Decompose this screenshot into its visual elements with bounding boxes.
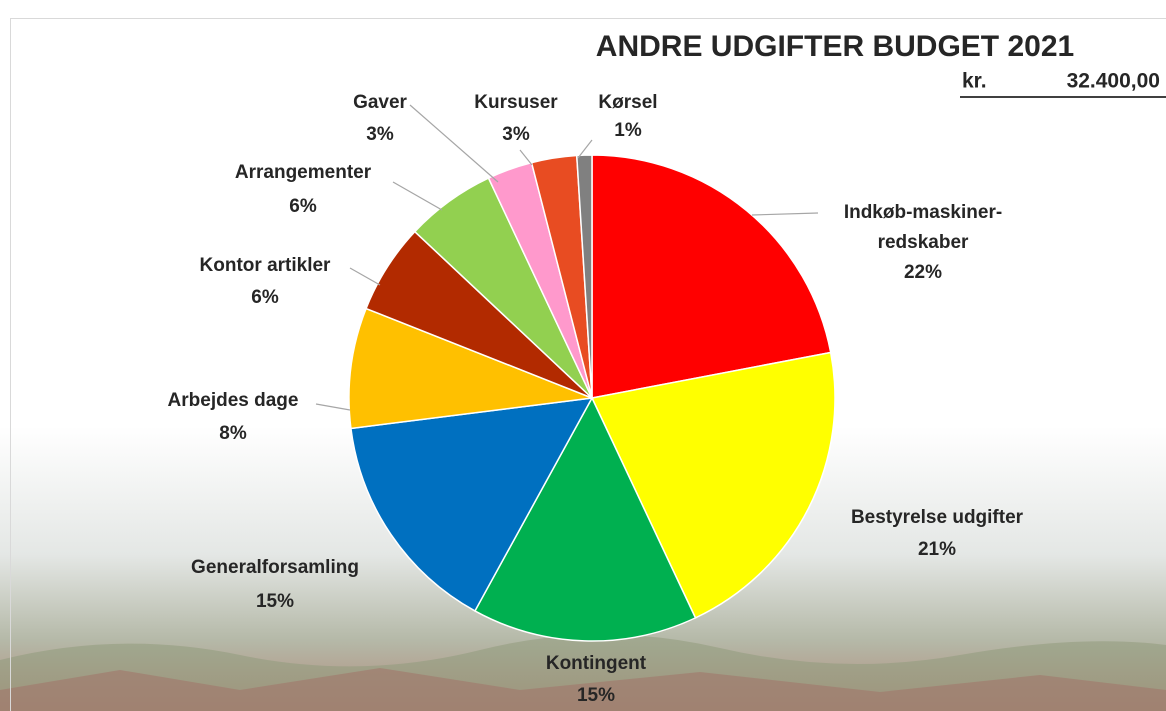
value-label: 21%: [918, 539, 956, 560]
pie-slice: [350, 397, 594, 612]
value-label: 6%: [251, 287, 279, 308]
leader-line: [392, 181, 443, 211]
category-label-line: redskaber: [878, 232, 969, 253]
total-amount: 32.400,00: [1067, 70, 1160, 93]
chart-border: [10, 18, 1166, 711]
category-label: Arbejdes dage: [168, 390, 299, 411]
value-label: 15%: [256, 591, 294, 612]
category-label: Kontor artikler: [200, 255, 332, 276]
category-label: Bestyrelse udgifter: [851, 507, 1024, 528]
leader-line: [577, 139, 593, 159]
value-label: 15%: [577, 685, 615, 706]
pie-slice: [591, 154, 832, 399]
leader-line: [409, 104, 499, 183]
currency: kr.: [962, 70, 987, 93]
value-label: 3%: [502, 124, 530, 145]
category-label: Arrangementer: [235, 162, 372, 183]
category-label: Kørsel: [598, 92, 657, 113]
value-label: 8%: [219, 423, 247, 444]
chart-title: ANDRE UDGIFTER BUDGET 2021: [596, 30, 1074, 63]
leader-line: [751, 212, 819, 216]
category-label-line: Indkøb-maskiner-: [844, 202, 1002, 223]
category-label: Kursuser: [474, 92, 558, 113]
category-label: Generalforsamling: [191, 557, 359, 578]
category-label: Kontingent: [546, 653, 647, 674]
pie-slice: [590, 351, 836, 619]
category-label: Gaver: [353, 92, 407, 113]
leader-line: [349, 267, 381, 286]
value-label: 3%: [366, 124, 394, 145]
pie-slice: [348, 307, 593, 430]
pie: [348, 154, 836, 642]
value-label: 1%: [614, 120, 642, 141]
leader-line: [519, 149, 533, 166]
rooftops: [0, 668, 1166, 711]
pie-slice: [575, 154, 593, 399]
value-label: 6%: [289, 196, 317, 217]
leader-line: [315, 403, 351, 411]
pie-slice: [473, 396, 697, 642]
value-label: 22%: [904, 262, 942, 283]
category-label: Indkøb-maskiner-redskaber: [844, 202, 1002, 253]
